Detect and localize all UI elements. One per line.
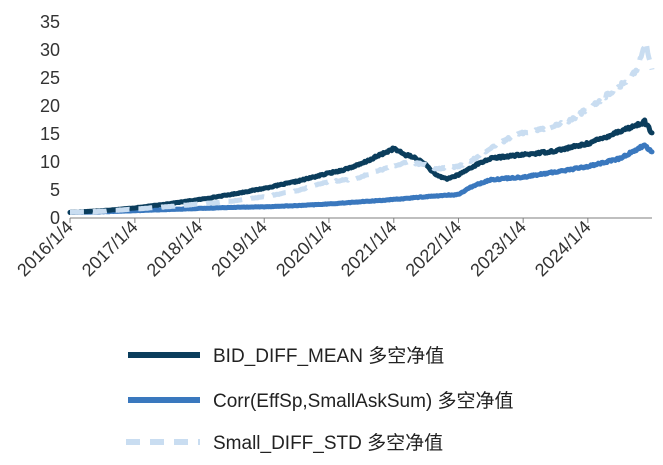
series-layer [67, 39, 655, 215]
legend: BID_DIFF_MEAN 多空净值 Corr(EffSp,SmallAskSum… [126, 345, 514, 454]
x-tick-label: 2022/1/4 [402, 217, 466, 281]
y-tick-label: 10 [40, 152, 60, 172]
x-tick-label: 2017/1/4 [78, 217, 142, 281]
legend-label: BID_DIFF_MEAN 多空净值 [213, 345, 444, 367]
y-tick-label: 5 [50, 180, 60, 200]
x-tick-label: 2024/1/4 [531, 217, 595, 281]
series-line-2 [68, 39, 655, 215]
y-tick-label: 35 [40, 12, 60, 32]
x-tick-label: 2023/1/4 [466, 217, 530, 281]
series-line-1 [67, 142, 655, 215]
x-tick-label: 2021/1/4 [337, 217, 401, 281]
y-tick-label: 25 [40, 68, 60, 88]
x-tick-label: 2018/1/4 [143, 217, 207, 281]
x-tick-label: 2019/1/4 [207, 217, 271, 281]
legend-label: Small_DIFF_STD 多空净值 [213, 432, 443, 454]
legend-label: Corr(EffSp,SmallAskSum) 多空净值 [213, 390, 514, 412]
y-axis-labels: 0 5 10 15 20 25 30 35 [40, 12, 60, 228]
series-line-0 [67, 117, 655, 215]
y-tick-label: 0 [50, 208, 60, 228]
y-tick-label: 15 [40, 124, 60, 144]
x-tick-label: 2016/1/4 [13, 217, 77, 281]
x-axis-ticks [69, 218, 589, 223]
y-tick-label: 20 [40, 96, 60, 116]
y-tick-label: 30 [40, 40, 60, 60]
x-tick-label: 2020/1/4 [272, 217, 336, 281]
x-axis-labels: 2016/1/4 2017/1/4 2018/1/4 2019/1/4 2020/1/4… [13, 217, 595, 281]
